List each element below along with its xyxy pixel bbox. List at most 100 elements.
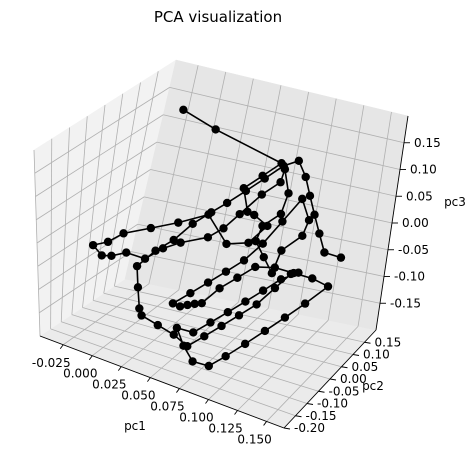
data-point <box>241 186 251 196</box>
data-point <box>190 299 199 309</box>
data-point <box>258 239 267 248</box>
data-point <box>206 318 215 327</box>
data-point <box>219 224 228 233</box>
x-tick-label: 0.100 <box>179 411 213 425</box>
y-gridline-floor <box>61 321 308 404</box>
y-tick-mark <box>352 354 360 356</box>
data-series <box>88 105 346 371</box>
data-point <box>257 190 267 199</box>
data-point <box>135 304 144 313</box>
data-point <box>260 326 270 336</box>
data-point <box>276 178 285 187</box>
data-point <box>174 218 183 227</box>
z-gridline-left <box>37 196 145 267</box>
z-gridline-back <box>163 114 401 170</box>
x-tick-label: 0.075 <box>150 400 184 414</box>
data-point <box>251 236 261 246</box>
z-gridline-back <box>169 86 405 144</box>
data-point <box>158 244 168 253</box>
z-axis-ticks: -0.15 -0.10 -0.05 0.00 0.05 0.10 0.15 <box>380 136 441 310</box>
y-tick-label: -0.10 <box>317 397 348 411</box>
data-point <box>189 328 198 337</box>
data-point <box>146 223 156 233</box>
data-point <box>294 156 304 166</box>
data-point <box>222 239 231 249</box>
x-axis-ticks: -0.0250.0000.0250.0500.0750.1000.1250.15… <box>32 344 272 446</box>
z-tick-label: -0.10 <box>394 270 425 284</box>
data-point <box>277 246 286 255</box>
data-point <box>169 330 178 339</box>
data-point <box>276 209 286 219</box>
data-point <box>243 207 252 216</box>
data-point <box>298 194 307 204</box>
data-point <box>211 125 220 134</box>
y-tick-label: 0.15 <box>375 335 402 349</box>
data-point <box>140 254 150 263</box>
data-point <box>188 219 197 228</box>
z-gridline-back <box>150 169 393 224</box>
y-tick-mark <box>364 341 371 344</box>
data-point <box>172 323 182 333</box>
data-point <box>294 268 303 277</box>
x-tick-label: 0.025 <box>92 378 126 392</box>
y-tick-label: 0.00 <box>340 372 367 386</box>
data-point <box>103 237 113 247</box>
z-gridline-left <box>39 251 132 314</box>
data-point <box>132 261 142 271</box>
data-point <box>278 217 287 226</box>
data-point <box>233 273 242 282</box>
data-point <box>323 282 333 291</box>
data-point <box>315 229 324 238</box>
data-point <box>301 172 310 182</box>
y-axis-label: pc2 <box>362 379 384 393</box>
z-tick-label: 0.05 <box>406 189 433 203</box>
y-axis-ticks: -0.20-0.15-0.10-0.050.000.050.100.15 <box>283 335 402 435</box>
data-point <box>250 210 259 220</box>
y-tick-label: 0.05 <box>352 360 379 374</box>
series-line <box>92 109 342 367</box>
data-point <box>298 231 307 241</box>
data-point <box>197 298 206 308</box>
y-tick-label: -0.20 <box>294 421 325 435</box>
data-point <box>223 307 233 317</box>
z-tick-label: 0.10 <box>410 163 437 177</box>
data-point <box>137 311 146 320</box>
x-tick-mark <box>88 355 93 360</box>
x-tick-mark <box>176 388 180 393</box>
data-point <box>222 198 232 208</box>
data-point <box>300 299 310 308</box>
data-point <box>310 210 319 219</box>
data-point <box>183 300 192 310</box>
data-point <box>183 342 192 351</box>
y-tick-mark <box>283 427 291 430</box>
data-point <box>88 240 98 250</box>
data-point <box>203 278 213 287</box>
data-point <box>107 251 116 261</box>
data-point <box>240 339 250 349</box>
y-gridline-floor <box>93 299 342 368</box>
data-point <box>176 238 185 247</box>
data-point <box>188 357 197 366</box>
z-gridline-back <box>131 251 381 304</box>
data-point <box>235 209 244 219</box>
x-tick-label: -0.025 <box>32 356 71 370</box>
data-point <box>203 233 213 242</box>
z-gridline-left <box>35 114 164 197</box>
data-point <box>284 189 293 198</box>
x-tick-mark <box>263 421 267 426</box>
x-tick-mark <box>147 377 151 382</box>
z-gridline-left <box>34 87 170 174</box>
x-tick-mark <box>117 366 122 371</box>
data-point <box>258 286 268 295</box>
data-point <box>239 256 249 265</box>
data-point <box>234 311 244 320</box>
z-tick-label: 0.00 <box>402 216 429 230</box>
data-point <box>308 274 317 283</box>
y-tick-mark <box>295 415 302 418</box>
data-point <box>270 263 280 272</box>
data-point <box>241 297 250 306</box>
data-point <box>252 300 261 309</box>
z-gridline-left <box>36 141 158 221</box>
data-point <box>251 262 260 272</box>
x-tick-label: 0.150 <box>237 432 271 446</box>
